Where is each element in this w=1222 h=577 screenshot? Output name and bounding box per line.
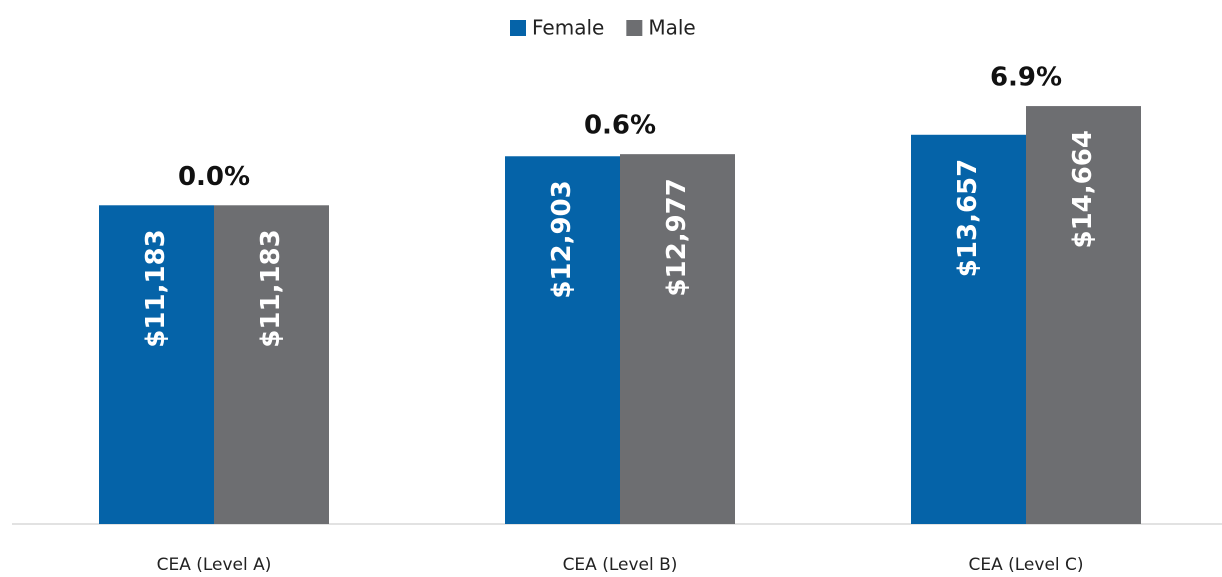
gap-label: 0.0% (178, 162, 250, 192)
data-label: $11,183 (256, 229, 286, 347)
data-label: $12,903 (547, 180, 577, 298)
bar (911, 134, 1026, 524)
legend-label: Female (532, 16, 604, 40)
bar (620, 154, 735, 524)
legend-swatch (626, 20, 643, 36)
data-label: $12,977 (662, 178, 692, 296)
data-label: $14,664 (1068, 130, 1098, 248)
bar (505, 156, 620, 524)
gap-label: 6.9% (990, 63, 1062, 93)
x-tick-label: CEA (Level C) (968, 555, 1083, 575)
data-label: $13,657 (953, 159, 983, 277)
bar (214, 205, 329, 525)
bar (99, 205, 214, 525)
bar (1026, 106, 1141, 525)
data-label: $11,183 (141, 229, 171, 347)
legend-swatch (510, 20, 526, 36)
gap-label: 0.6% (584, 111, 656, 141)
x-tick-label: CEA (Level A) (157, 555, 272, 575)
x-tick-label: CEA (Level B) (563, 555, 678, 575)
legend-label: Male (648, 16, 695, 40)
